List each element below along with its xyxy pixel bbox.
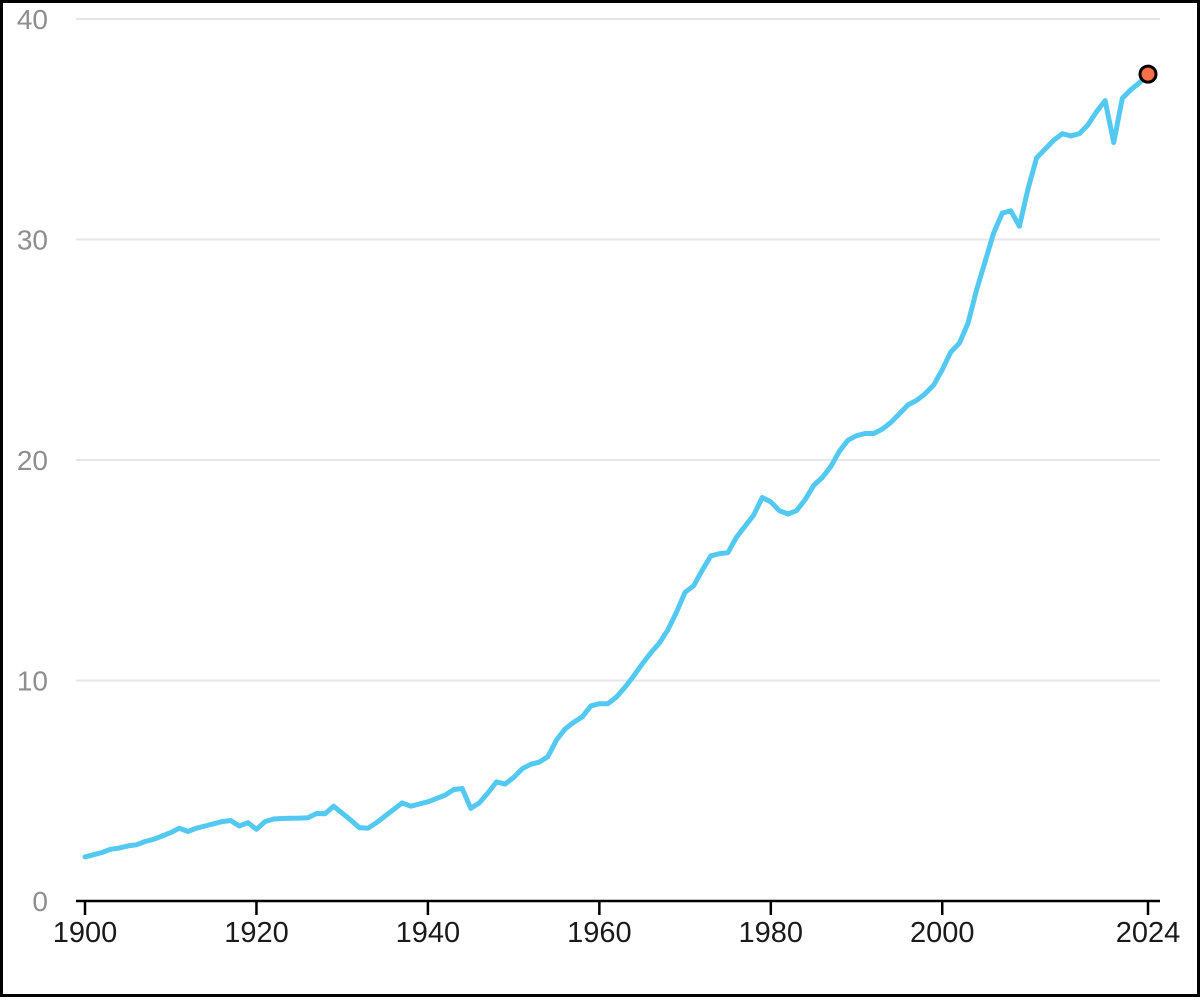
x-tick-label: 1980	[739, 917, 804, 949]
y-tick-label: 40	[17, 4, 48, 35]
x-tick-label: 1960	[567, 917, 632, 949]
y-tick-label: 20	[17, 445, 48, 476]
end-point-marker	[1138, 64, 1158, 84]
x-tick-label: 1900	[53, 917, 118, 949]
x-tick-label: 1940	[396, 917, 461, 949]
y-tick-label: 0	[32, 886, 48, 917]
y-tick-label: 10	[17, 666, 48, 697]
x-tick-label: 1920	[224, 917, 289, 949]
x-tick-label: 2000	[910, 917, 975, 949]
data-line	[82, 71, 1151, 860]
y-tick-label: 30	[17, 225, 48, 256]
x-tick-label: 2024	[1116, 917, 1181, 949]
